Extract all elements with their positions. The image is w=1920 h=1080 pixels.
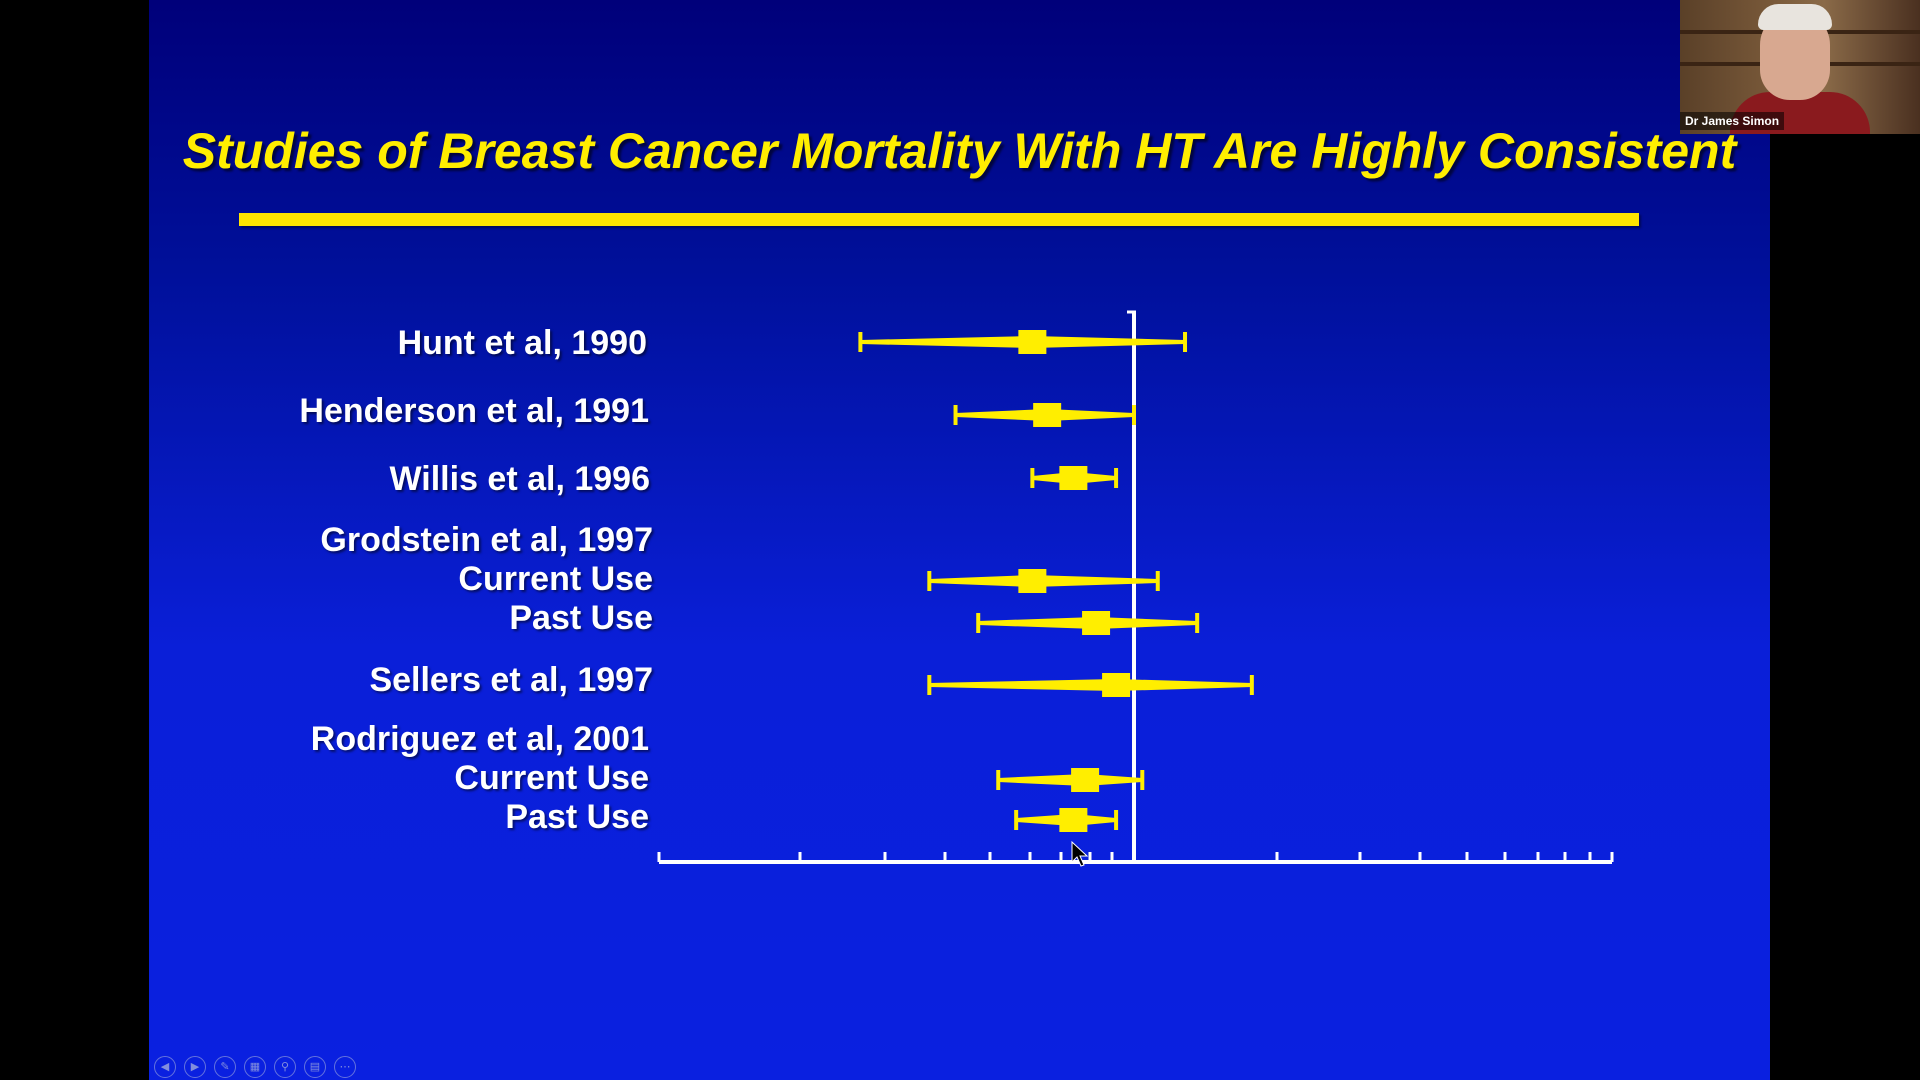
point-estimate-marker — [1071, 768, 1100, 792]
ci-right-whisker — [1032, 575, 1158, 587]
point-estimate-marker — [1018, 330, 1047, 354]
study-label: Henderson et al, 1991 — [299, 392, 649, 430]
person-hair — [1758, 4, 1832, 30]
ci-left-whisker — [1016, 814, 1074, 826]
point-estimate-marker — [1082, 611, 1111, 635]
ci-right-whisker — [1096, 617, 1198, 629]
presenter-toolbar: ◀ ▶ ✎ ▦ ⚲ ▤ ⋯ — [154, 1056, 356, 1078]
ci-right-whisker — [1116, 679, 1252, 691]
ci-left-whisker — [955, 409, 1048, 421]
point-estimate-marker — [1102, 673, 1131, 697]
slide: Studies of Breast Cancer Mortality With … — [149, 0, 1770, 1080]
title-underline — [239, 213, 1639, 226]
slides-icon[interactable]: ▦ — [244, 1056, 266, 1078]
subtitles-icon[interactable]: ▤ — [304, 1056, 326, 1078]
study-label: Sellers et al, 1997 — [369, 661, 653, 699]
zoom-icon[interactable]: ⚲ — [274, 1056, 296, 1078]
point-estimate-marker — [1059, 466, 1088, 490]
ci-left-whisker — [860, 336, 1033, 348]
study-label: Grodstein et al, 1997 — [320, 521, 653, 559]
study-label: Hunt et al, 1990 — [397, 324, 647, 362]
slide-title: Studies of Breast Cancer Mortality With … — [182, 123, 1737, 179]
point-estimate-marker — [1018, 569, 1047, 593]
subgroup-label: Past Use — [509, 599, 653, 637]
more-icon[interactable]: ⋯ — [334, 1056, 356, 1078]
subgroup-label: Current Use — [454, 759, 649, 797]
point-estimate-marker — [1033, 403, 1062, 427]
prev-icon[interactable]: ◀ — [154, 1056, 176, 1078]
next-icon[interactable]: ▶ — [184, 1056, 206, 1078]
study-label: Willis et al, 1996 — [389, 460, 651, 498]
study-label: Rodriguez et al, 2001 — [310, 720, 649, 758]
subgroup-label: Current Use — [458, 560, 653, 598]
webcam-thumbnail[interactable]: Dr James Simon — [1680, 0, 1920, 134]
subgroup-label: Past Use — [505, 798, 649, 836]
ci-right-whisker — [1047, 409, 1134, 421]
ci-left-whisker — [998, 774, 1086, 786]
ci-left-whisker — [929, 575, 1033, 587]
pen-icon[interactable]: ✎ — [214, 1056, 236, 1078]
point-estimate-marker — [1059, 808, 1088, 832]
ci-right-whisker — [1032, 336, 1186, 348]
participant-name: Dr James Simon — [1680, 112, 1785, 130]
ci-right-whisker — [1085, 774, 1143, 786]
ci-left-whisker — [929, 679, 1117, 691]
mouse-cursor — [1071, 840, 1089, 867]
ci-left-whisker — [978, 617, 1097, 629]
